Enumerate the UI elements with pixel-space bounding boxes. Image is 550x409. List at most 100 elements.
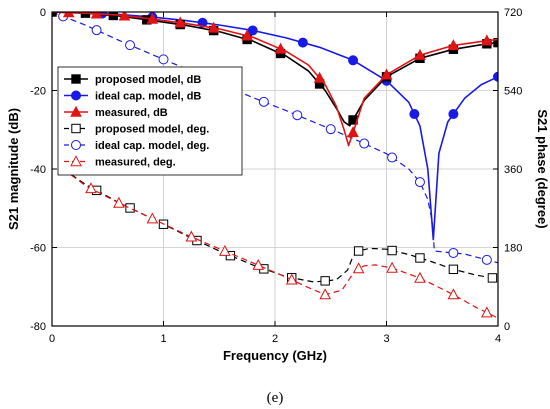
figure-caption: (e): [267, 390, 284, 406]
legend-marker: [71, 90, 81, 101]
y-left-tick-label: 0: [40, 7, 46, 19]
data-point: [292, 110, 303, 121]
data-point: [359, 138, 370, 149]
legend-item: proposed model, deg.: [64, 124, 209, 136]
data-point: [347, 126, 359, 138]
data-point: [252, 258, 265, 270]
y-right-tick-label: 540: [504, 86, 522, 98]
data-point: [447, 288, 460, 300]
data-point: [380, 68, 393, 80]
series-line: [52, 12, 498, 264]
data-point: [448, 264, 459, 275]
data-point: [414, 48, 426, 60]
data-point: [415, 253, 425, 263]
data-point: [353, 246, 364, 256]
y-right-tick-label: 720: [504, 7, 522, 19]
data-point: [185, 230, 198, 242]
x-tick-label: 3: [383, 333, 389, 345]
data-point: [325, 124, 336, 135]
data-point: [52, 12, 57, 17]
data-point: [125, 40, 136, 51]
data-point: [247, 25, 258, 36]
data-point: [447, 39, 460, 51]
series-line: [62, 168, 498, 319]
data-point: [352, 262, 365, 274]
data-point: [348, 55, 359, 66]
data-point: [125, 203, 135, 213]
y-left-tick-label: -40: [30, 164, 46, 176]
data-point: [387, 245, 397, 256]
data-point: [319, 288, 332, 300]
data-point: [313, 71, 326, 83]
series-measured-db: [52, 12, 498, 147]
data-point: [113, 196, 125, 208]
data-point: [90, 12, 103, 19]
series-measured-deg-: [57, 162, 498, 319]
data-point: [448, 109, 459, 120]
legend-item: proposed model, dB: [64, 74, 201, 86]
legend-marker: [71, 123, 81, 134]
data-point: [448, 247, 459, 258]
legend-marker: [71, 74, 81, 84]
data-point: [285, 273, 298, 285]
data-point: [274, 42, 287, 54]
legend-label: ideal cap. model, deg.: [95, 140, 209, 152]
data-point: [91, 25, 102, 36]
x-tick-label: 0: [49, 333, 55, 345]
data-point: [414, 271, 426, 283]
y-axis-right-label: S21 phase (degree): [535, 109, 550, 228]
x-tick-label: 2: [272, 333, 278, 345]
y-left-tick-label: -20: [30, 86, 46, 98]
data-point: [481, 306, 493, 318]
legend-marker: [70, 105, 82, 117]
legend-item: ideal cap. model, dB: [64, 90, 201, 103]
legend-marker: [70, 155, 82, 167]
legend-label: measured, deg.: [95, 157, 176, 169]
data-point: [146, 12, 159, 24]
y-left-tick-label: -80: [30, 321, 46, 333]
y-right-tick-label: 180: [504, 243, 522, 255]
y-left-tick-label: -60: [30, 243, 46, 255]
data-point: [207, 21, 220, 33]
data-point: [258, 96, 269, 107]
legend-item: measured, deg.: [64, 155, 176, 169]
x-tick-label: 4: [495, 333, 501, 345]
legend-label: proposed model, dB: [95, 74, 201, 86]
data-point: [493, 71, 498, 82]
legend-label: measured, dB: [95, 107, 168, 119]
data-point: [481, 254, 492, 265]
series-layer: [52, 12, 498, 319]
data-point: [409, 109, 420, 120]
data-point: [297, 37, 308, 48]
data-point: [387, 152, 398, 163]
legend-item: measured, dB: [64, 105, 168, 119]
legend-label: ideal cap. model, dB: [95, 91, 201, 103]
x-axis-label: Frequency (GHz): [223, 348, 327, 363]
series-line: [52, 12, 498, 147]
legend-marker: [71, 140, 81, 150]
series-line: [52, 12, 498, 241]
data-point: [118, 12, 131, 21]
x-tick-label: 1: [160, 333, 166, 345]
legend-box: [57, 66, 243, 176]
legend-item: ideal cap. model, deg.: [64, 140, 209, 152]
data-point: [487, 273, 498, 283]
data-point: [174, 16, 187, 28]
data-point: [481, 34, 493, 46]
series-line: [52, 12, 498, 127]
legend-label: proposed model, deg.: [95, 124, 209, 136]
data-point: [414, 177, 425, 188]
y-axis-left-label: S21 magnitude (dB): [6, 108, 21, 230]
data-point: [158, 54, 169, 65]
data-point: [146, 212, 159, 224]
data-point: [386, 261, 398, 273]
data-point: [241, 29, 253, 41]
y-right-tick-label: 0: [504, 321, 510, 333]
data-point: [320, 276, 330, 286]
data-point: [85, 182, 97, 194]
y-right-tick-label: 360: [504, 164, 522, 176]
data-point: [218, 244, 231, 256]
legend: proposed model, dB ideal cap. model, dB me…: [57, 66, 243, 176]
